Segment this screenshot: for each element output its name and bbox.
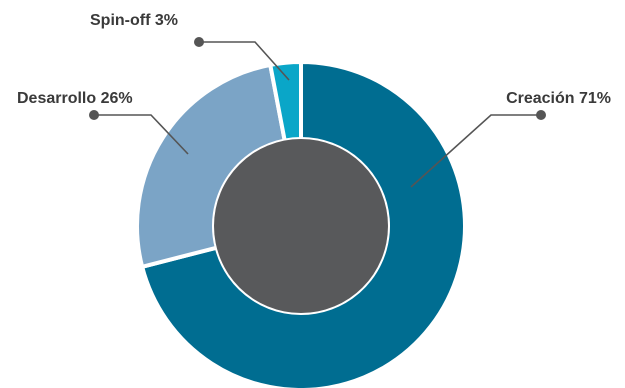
leader-line-creacion xyxy=(410,114,541,188)
slice-labels: Creación 71% Desarrollo 26% Spin-off 3% xyxy=(17,12,611,107)
leader-line-desarrollo xyxy=(94,114,189,155)
slice-label-desarrollo: Desarrollo 26% xyxy=(17,90,133,107)
slice-label-creacion: Creación 71% xyxy=(506,90,611,107)
chart-slices xyxy=(135,60,467,388)
slice-label-spin-off: Spin-off 3% xyxy=(90,12,178,29)
leader-line-spin-off xyxy=(199,41,290,81)
leader-dot-creacion xyxy=(536,110,546,120)
leader-dot-spin-off xyxy=(194,37,204,47)
leader-dot-desarrollo xyxy=(89,110,99,120)
donut-center xyxy=(214,139,388,313)
leader-lines xyxy=(89,37,546,188)
